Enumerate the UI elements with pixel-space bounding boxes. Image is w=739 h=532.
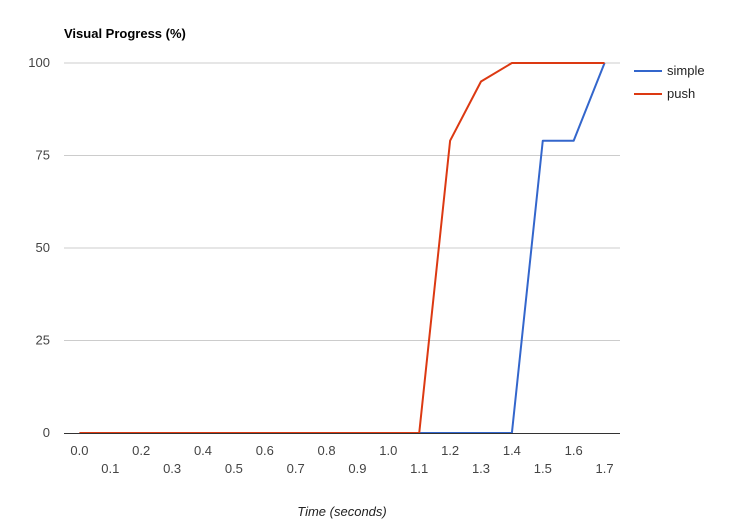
y-axis: 0 25 50 75 100 [28,55,50,440]
x-tick-label: 0.4 [194,443,212,458]
x-tick-label: 0.0 [70,443,88,458]
x-axis-title: Time (seconds) [297,504,386,519]
x-axis: 0.0 0.1 0.2 0.3 0.4 0.5 0.6 0.7 0.8 0.9 1.0 1.1 1.2 1… [64,433,620,476]
x-tick-label: 1.6 [565,443,583,458]
x-tick-label: 0.9 [348,461,366,476]
x-tick-label: 1.5 [534,461,552,476]
y-tick-label: 25 [36,333,50,348]
legend-label-push: push [667,86,695,101]
x-tick-label: 1.4 [503,443,521,458]
x-tick-label: 0.6 [256,443,274,458]
y-tick-label: 75 [36,148,50,163]
x-tick-label: 1.1 [410,461,428,476]
legend-label-simple: simple [667,63,705,78]
y-tick-label: 0 [43,425,50,440]
legend: simple push [634,63,705,101]
x-tick-label: 0.1 [101,461,119,476]
y-tick-label: 100 [28,55,50,70]
x-tick-label: 1.7 [596,461,614,476]
x-tick-label: 0.2 [132,443,150,458]
chart-title: Visual Progress (%) [64,26,186,41]
x-tick-label: 1.0 [379,443,397,458]
y-tick-label: 50 [36,240,50,255]
x-tick-label: 0.8 [318,443,336,458]
x-tick-label: 0.7 [287,461,305,476]
x-tick-label: 1.3 [472,461,490,476]
x-tick-label: 0.3 [163,461,181,476]
x-tick-label: 1.2 [441,443,459,458]
x-tick-label: 0.5 [225,461,243,476]
